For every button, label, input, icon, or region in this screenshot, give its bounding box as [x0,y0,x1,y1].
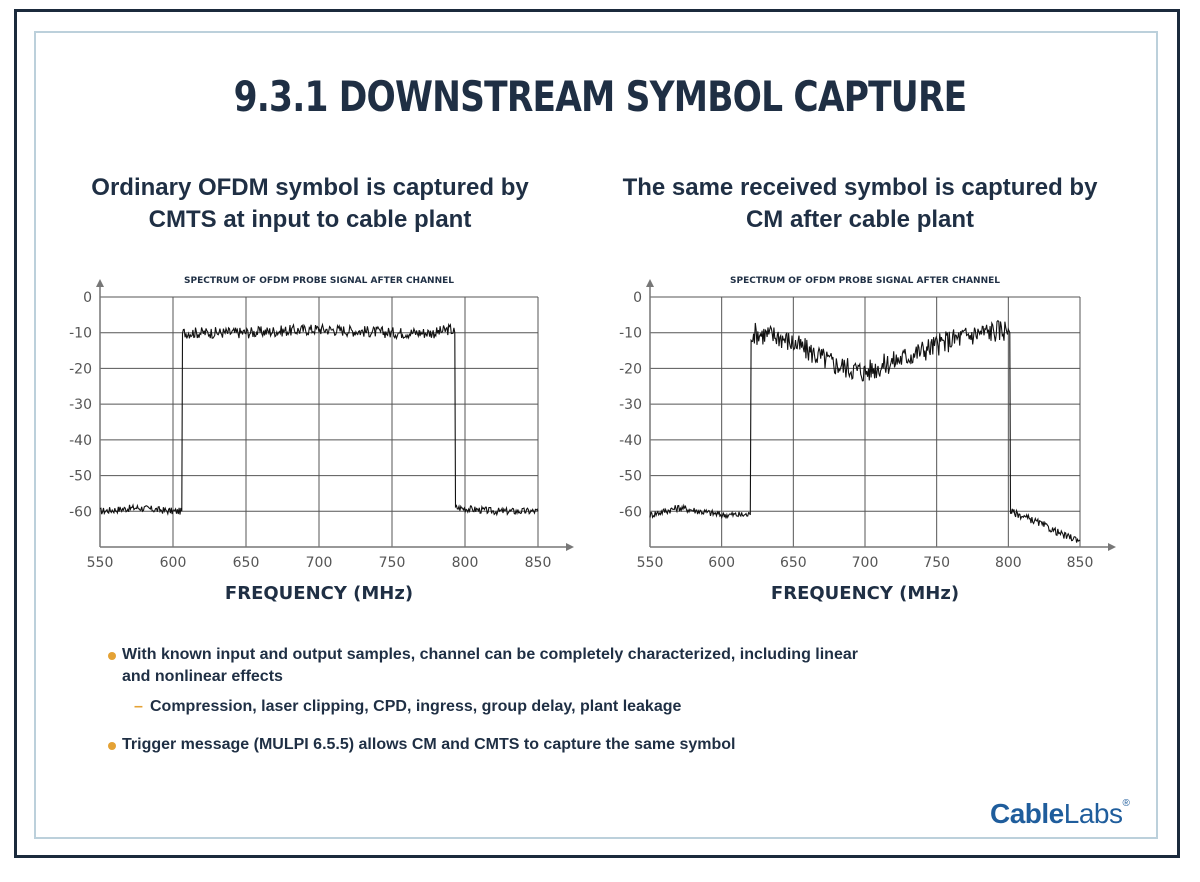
left-subtitle-line1: Ordinary OFDM symbol is captured by [91,174,529,201]
x-tick-label: 850 [1067,555,1094,571]
y-tick-label: -20 [619,361,642,377]
y-tick-label: -60 [69,504,92,520]
left-spectrum-chart: SPECTRUM OF OFDM PROBE SIGNAL AFTER CHAN… [69,276,574,604]
y-tick-label: -40 [619,433,642,449]
right-subtitle-line2: CM after cable plant [745,206,975,233]
x-tick-label: 700 [306,555,333,571]
y-tick-label: -10 [69,326,92,342]
x-axis-arrow-icon [1108,543,1116,551]
spectrum-series-line [99,322,539,517]
spectrum-series-line [649,319,1081,543]
right-spectrum-chart: SPECTRUM OF OFDM PROBE SIGNAL AFTER CHAN… [619,276,1116,604]
logo-mark: ® [1122,798,1130,809]
y-tick-label: -60 [619,504,642,520]
y-tick-label: 0 [633,290,642,306]
bullet-2-text: Trigger message (MULPI 6.5.5) allows CM … [122,736,736,753]
chart-title: SPECTRUM OF OFDM PROBE SIGNAL AFTER CHAN… [730,276,1000,286]
y-tick-label: -20 [69,361,92,377]
left-subtitle: Ordinary OFDM symbol is captured by CMTS… [60,172,560,236]
x-tick-label: 800 [995,555,1022,571]
dash-icon: – [134,698,143,715]
y-tick-label: -30 [619,397,642,413]
x-tick-label: 600 [160,555,187,571]
right-subtitle-line1: The same received symbol is captured by [622,174,1098,201]
x-axis-label: FREQUENCY (MHz) [771,583,959,604]
y-tick-label: -50 [69,469,92,485]
y-axis-arrow-icon [646,279,654,287]
page-title: 9.3.1 DOWNSTREAM SYMBOL CAPTURE [233,72,968,121]
bullet-1-line2: and nonlinear effects [122,668,283,685]
bullet-list: With known input and output samples, cha… [108,644,1068,760]
left-subtitle-line2: CMTS at input to cable plant [148,206,472,233]
logo-bold: Cable [990,798,1064,829]
chart-title: SPECTRUM OF OFDM PROBE SIGNAL AFTER CHAN… [184,276,454,286]
outer-frame [14,9,1180,858]
cablelabs-logo: CableLabs® [990,798,1130,830]
x-tick-label: 750 [379,555,406,571]
inner-frame [34,31,1158,839]
right-subtitle: The same received symbol is captured by … [610,172,1110,236]
x-tick-label: 700 [852,555,879,571]
x-tick-label: 650 [233,555,260,571]
x-axis-arrow-icon [566,543,574,551]
y-axis-arrow-icon [96,279,104,287]
y-tick-label: -30 [69,397,92,413]
y-tick-label: -50 [619,469,642,485]
x-tick-label: 750 [923,555,950,571]
sub-bullet-text: Compression, laser clipping, CPD, ingres… [150,698,682,715]
y-tick-label: 0 [83,290,92,306]
x-tick-label: 550 [637,555,664,571]
x-tick-label: 850 [525,555,552,571]
x-tick-label: 600 [708,555,735,571]
logo-light: Labs [1063,798,1123,829]
x-tick-label: 650 [780,555,807,571]
bullet-item: Trigger message (MULPI 6.5.5) allows CM … [108,734,1068,756]
x-axis-label: FREQUENCY (MHz) [225,583,413,604]
bullet-1-line1: With known input and output samples, cha… [122,646,858,663]
x-tick-label: 550 [87,555,114,571]
y-tick-label: -40 [69,433,92,449]
x-tick-label: 800 [452,555,479,571]
bullet-item: With known input and output samples, cha… [108,644,1068,688]
sub-bullet-item: – Compression, laser clipping, CPD, ingr… [108,696,1068,718]
y-tick-label: -10 [619,326,642,342]
